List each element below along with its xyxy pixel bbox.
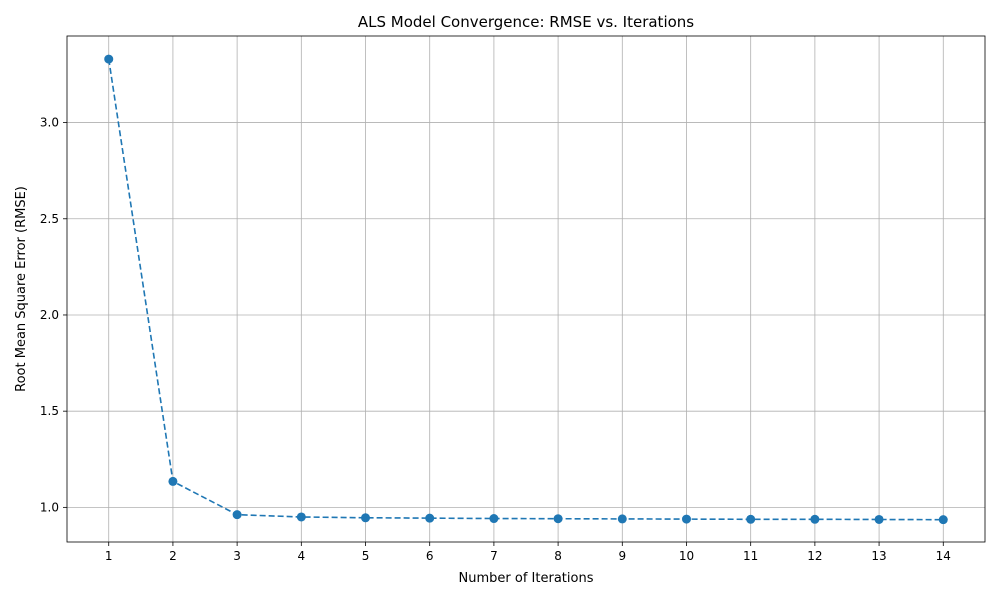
x-tick-label: 13 bbox=[871, 549, 886, 563]
rmse-data-point bbox=[232, 510, 242, 520]
y-tick-label: 2.5 bbox=[40, 212, 59, 226]
x-tick-label: 9 bbox=[618, 549, 626, 563]
y-tick-label: 1.0 bbox=[40, 500, 59, 514]
y-tick-label: 2.0 bbox=[40, 308, 59, 322]
data-series bbox=[104, 54, 948, 525]
x-tick-label: 5 bbox=[362, 549, 370, 563]
x-tick-label: 14 bbox=[936, 549, 951, 563]
y-axis-ticks: 1.0 1.5 2.0 2.5 3.0 bbox=[40, 116, 67, 514]
x-tick-label: 7 bbox=[490, 549, 498, 563]
rmse-data-point bbox=[810, 514, 820, 524]
y-tick-label: 3.0 bbox=[40, 116, 59, 130]
rmse-data-point bbox=[104, 54, 114, 64]
y-axis-label: Root Mean Square Error (RMSE) bbox=[14, 186, 29, 392]
rmse-data-point bbox=[617, 514, 627, 524]
rmse-data-point bbox=[361, 513, 371, 523]
grid-lines bbox=[67, 36, 985, 542]
rmse-data-point bbox=[874, 514, 884, 524]
x-tick-label: 4 bbox=[297, 549, 305, 563]
rmse-data-point bbox=[938, 515, 948, 525]
x-tick-label: 1 bbox=[105, 549, 113, 563]
rmse-data-point bbox=[296, 512, 306, 522]
x-axis-label: Number of Iterations bbox=[459, 571, 594, 586]
rmse-data-point bbox=[489, 514, 499, 524]
x-tick-label: 8 bbox=[554, 549, 562, 563]
x-tick-label: 2 bbox=[169, 549, 177, 563]
x-tick-label: 3 bbox=[233, 549, 241, 563]
rmse-data-point bbox=[681, 514, 691, 524]
rmse-data-point bbox=[553, 514, 563, 524]
x-axis-ticks: 1 2 3 4 5 6 7 8 9 10 11 12 13 14 bbox=[105, 542, 951, 563]
chart-title: ALS Model Convergence: RMSE vs. Iteratio… bbox=[358, 13, 694, 31]
rmse-data-point bbox=[425, 513, 435, 523]
rmse-data-point bbox=[746, 514, 756, 524]
y-tick-label: 1.5 bbox=[40, 404, 59, 418]
plot-frame bbox=[66, 35, 986, 543]
x-tick-label: 6 bbox=[426, 549, 434, 563]
rmse-series-line bbox=[107, 58, 944, 521]
rmse-data-point bbox=[168, 476, 178, 486]
x-tick-label: 11 bbox=[743, 549, 758, 563]
x-tick-label: 10 bbox=[679, 549, 694, 563]
x-tick-label: 12 bbox=[807, 549, 822, 563]
